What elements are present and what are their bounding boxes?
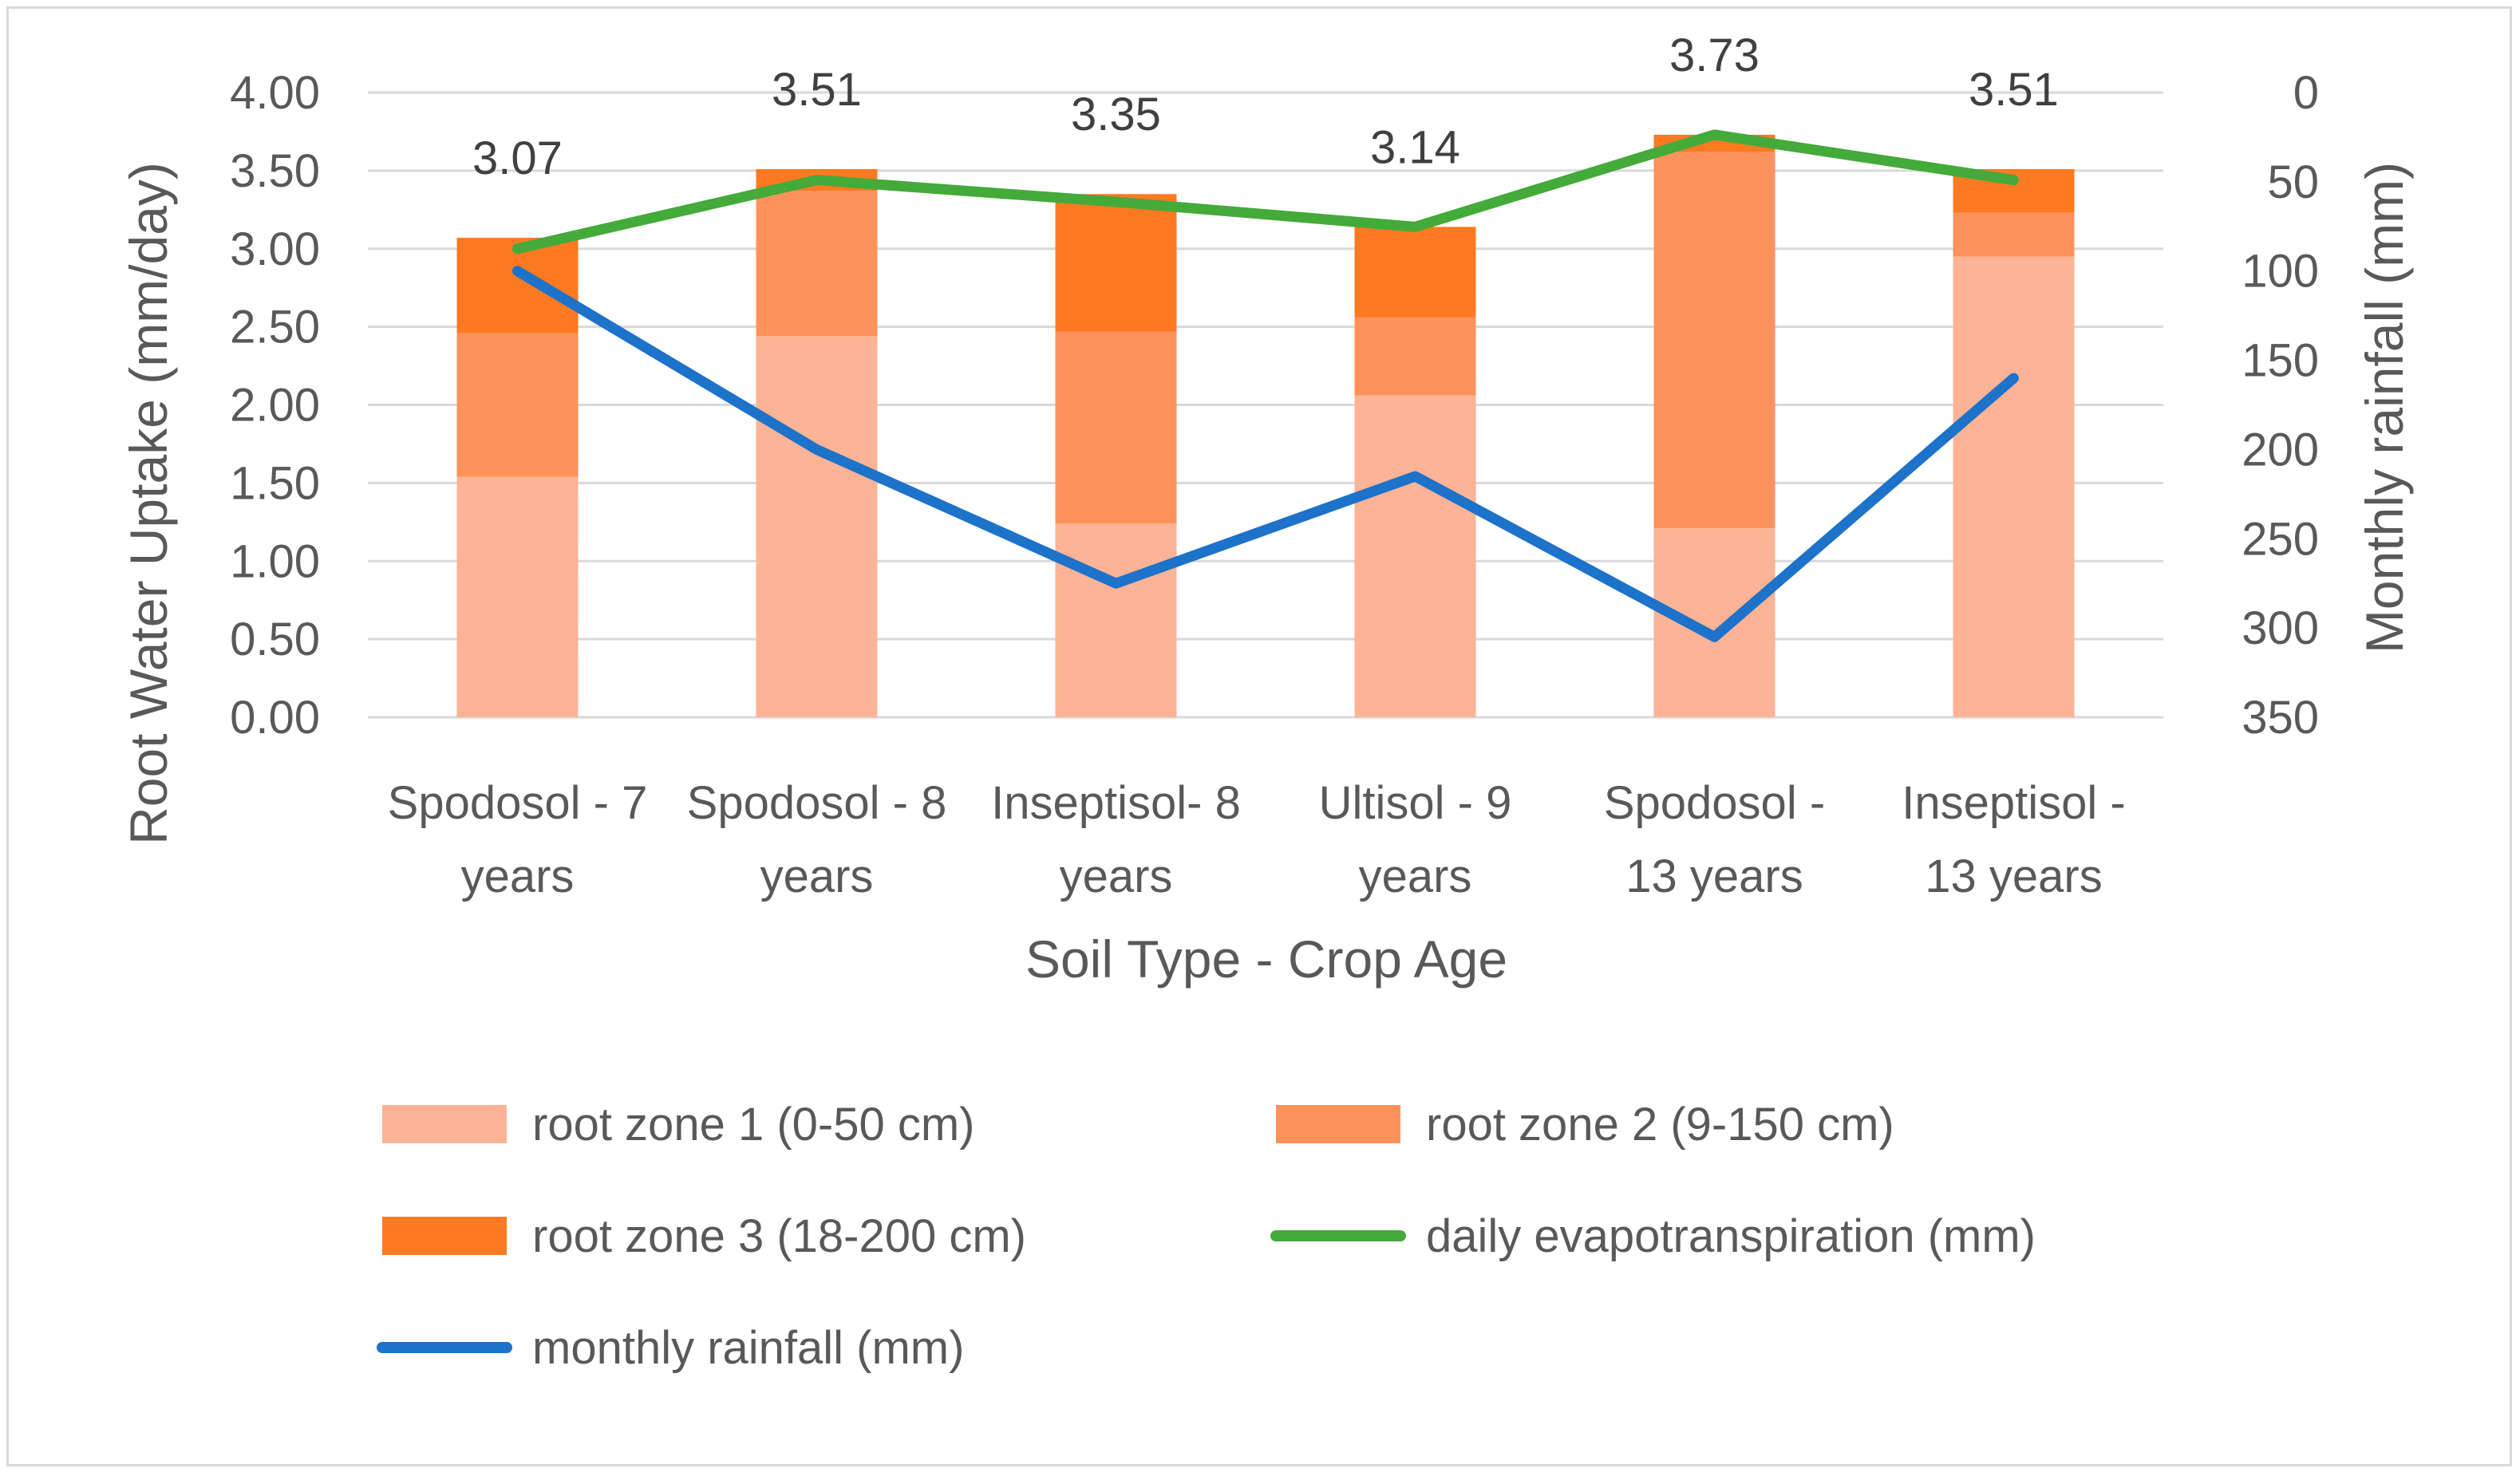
total-data-label: 3.14 (1370, 121, 1460, 173)
bar-segment-zone-1 (1055, 523, 1177, 717)
chart-canvas: 0.00 0.50 1.00 1.50 2.00 2.50 3.00 3.50 4.00 0 50… (119, 30, 2414, 1374)
y-tick-label: 3.50 (230, 145, 320, 197)
x-category-label: Spodosol - 7 (388, 777, 648, 829)
bar-segment-zone-1 (456, 476, 579, 717)
bar-segment-zone-1 (1354, 395, 1476, 717)
total-data-label: 3.51 (1969, 64, 2059, 116)
x-category-label: years (760, 850, 874, 902)
legend-label: root zone 1 (0-50 cm) (532, 1099, 974, 1150)
y2-tick-label: 350 (2242, 692, 2319, 744)
bar-segment-zone-2 (1653, 152, 1775, 529)
bar-segment-zone-1 (1653, 528, 1775, 717)
legend-label: root zone 2 (9-150 cm) (1426, 1099, 1894, 1150)
y-tick-label: 4.00 (230, 67, 320, 119)
x-category-label: Inseptisol- 8 (991, 777, 1241, 829)
rainfall-line (512, 266, 2019, 642)
total-data-label: 3.51 (772, 64, 862, 116)
y2-tick-label: 250 (2242, 513, 2319, 565)
legend-swatch (382, 1105, 507, 1143)
x-category-label: years (1060, 850, 1173, 902)
y-tick-label: 0.00 (230, 692, 320, 744)
bar-segment-zone-3 (1055, 194, 1177, 332)
stacked-bars (456, 134, 2075, 718)
legend-label: monthly rainfall (mm) (532, 1322, 964, 1374)
y2-tick-label: 300 (2242, 602, 2319, 654)
x-category-label: years (1359, 850, 1472, 902)
y-tick-label: 1.00 (230, 535, 320, 587)
bar-segment-zone-1 (756, 336, 878, 717)
y2-axis-ticks: 0 50 100 150 200 250 300 350 (2242, 67, 2319, 744)
y2-tick-label: 100 (2242, 246, 2319, 298)
bar-segment-zone-2 (756, 191, 878, 337)
y-tick-label: 3.00 (230, 223, 320, 275)
total-data-label: 3.35 (1071, 89, 1161, 140)
total-data-label: 3.73 (1669, 30, 1760, 81)
chart-frame: 0.00 0.50 1.00 1.50 2.00 2.50 3.00 3.50 4.00 0 50… (6, 6, 2512, 1466)
bar-segment-zone-3 (1354, 227, 1476, 318)
legend: root zone 1 (0-50 cm) root zone 2 (9-150 … (377, 1099, 2036, 1374)
x-category-label: Spodosol - 8 (687, 777, 947, 829)
legend-label: root zone 3 (18-200 cm) (532, 1210, 1026, 1262)
total-data-label: 3.07 (472, 132, 563, 184)
x-category-label: years (461, 850, 575, 902)
y-tick-label: 1.50 (230, 457, 320, 509)
y-axis-ticks: 0.00 0.50 1.00 1.50 2.00 2.50 3.00 3.50 4.00 (230, 67, 320, 744)
x-axis-title: Soil Type - Crop Age (1025, 929, 1507, 989)
x-category-label: Spodosol - (1604, 777, 1825, 829)
bar-segment-zone-2 (1055, 331, 1177, 524)
x-category-label: Ultisol - 9 (1319, 777, 1512, 829)
x-category-label: 13 years (1625, 850, 1803, 902)
bar-segment-zone-2 (1354, 317, 1476, 396)
legend-swatch (1276, 1105, 1400, 1143)
x-axis-categories: Spodosol - 7 years Spodosol - 8 years Insept… (388, 777, 2126, 902)
y2-tick-label: 150 (2242, 335, 2319, 387)
y2-axis-title: Monthly rainfall (mm) (2355, 162, 2414, 653)
y-tick-label: 2.00 (230, 380, 320, 432)
gridlines (368, 91, 2163, 719)
y-tick-label: 0.50 (230, 614, 320, 665)
y-axis-title: Root Water Uptake (mm/day) (119, 162, 178, 845)
x-category-label: Inseptisol - (1902, 777, 2125, 829)
y2-tick-label: 50 (2267, 156, 2319, 208)
y-tick-label: 2.50 (230, 302, 320, 353)
y2-tick-label: 200 (2242, 424, 2319, 476)
legend-swatch (382, 1217, 507, 1255)
legend-label: daily evapotranspiration (mm) (1426, 1210, 2036, 1262)
x-category-label: 13 years (1925, 850, 2102, 902)
bar-segment-zone-2 (1953, 212, 2075, 257)
line-series (512, 129, 2019, 642)
bar-segment-zone-2 (456, 333, 579, 477)
evapotranspiration-line (512, 129, 2019, 255)
data-labels: 3.07 3.51 3.35 3.14 3.73 3.51 (472, 30, 2059, 184)
bar-segment-zone-1 (1953, 256, 2075, 718)
y2-tick-label: 0 (2293, 67, 2319, 119)
